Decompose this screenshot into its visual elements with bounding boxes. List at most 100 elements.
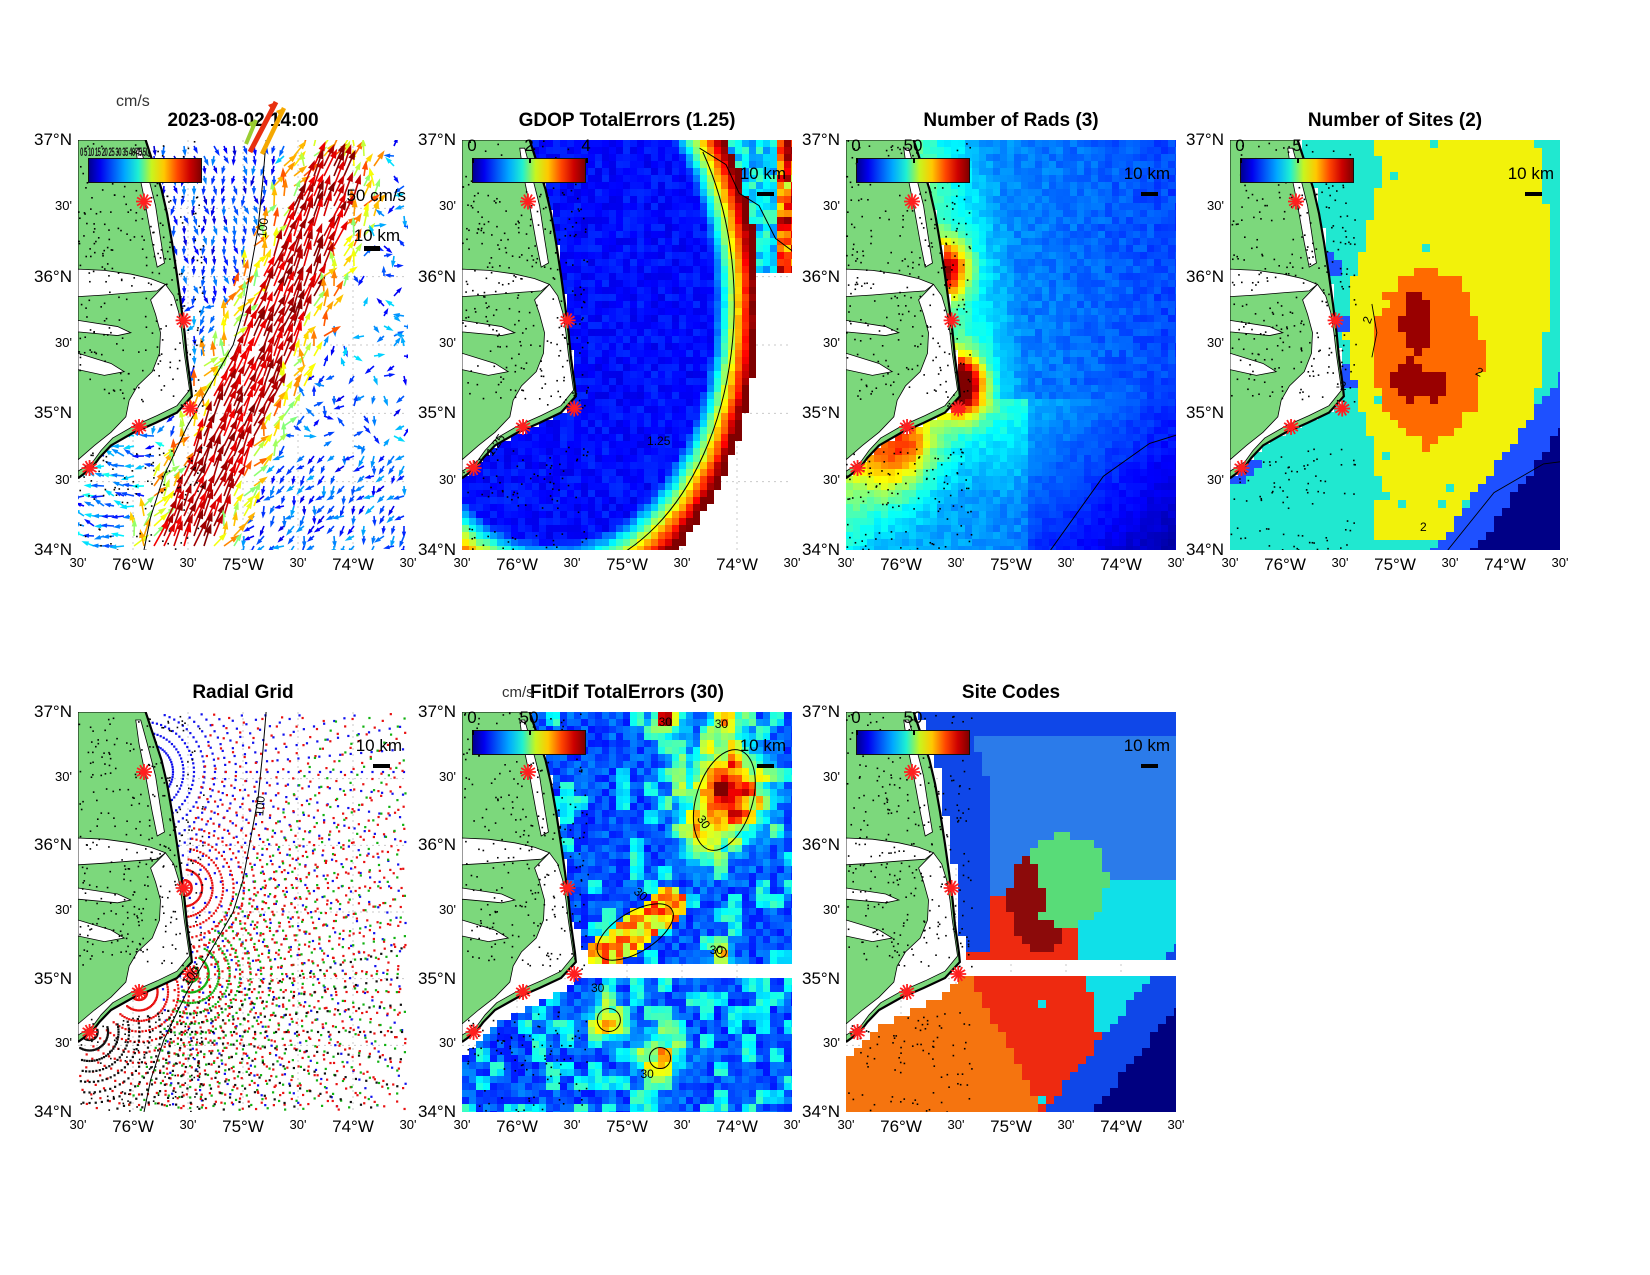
colorbar-tick-label: 0 [467,708,477,727]
map-panel-fitdif: FitDif TotalErrors (30) cm/s 10 km 0 50 37… [418,682,800,1136]
y-axis-label: 30' [439,198,456,214]
colorbar-tick-label: 5 [1292,136,1302,155]
contour-label: 30 [658,715,672,729]
colorbar-tick-label: 50 [903,136,923,155]
x-axis-label: 30' [1167,555,1185,570]
contour-label: 30 [590,981,605,995]
y-axis-label: 34°N [34,540,72,559]
x-axis-label: 76°W [496,555,538,574]
y-axis-label: 35°N [34,968,72,988]
y-axis-label: 30' [55,335,72,350]
x-axis-label: 30' [783,1117,801,1132]
scale-bar-label: 10 km [739,736,786,755]
y-axis-label: 37°N [802,130,840,149]
map-panel-radial-grid: Radial Grid 10 km 37°N 30' 36°N 30' 35°N 30' 3… [34,682,416,1136]
y-axis-label: 30' [439,1035,456,1051]
x-axis-label: 75°W [222,555,264,574]
panel-title: Radial Grid [192,682,294,703]
contour-label: 30 [714,717,729,731]
x-axis-label: 75°W [990,1117,1032,1136]
colorbar-tick-label: 0 [851,708,861,727]
x-axis-label: 74°W [716,1117,758,1136]
y-axis-label: 34°N [802,1102,840,1121]
x-axis-label: 30' [1057,1117,1075,1132]
y-axis-label: 34°N [34,1102,72,1121]
scale-bar [373,764,390,768]
colorbar-tick-label: 4 [581,136,591,155]
reference-current-arrows [244,100,287,155]
x-axis-label: 74°W [1100,1117,1142,1136]
scale-bar-label: 10 km [355,736,402,755]
x-axis-label: 74°W [332,555,374,574]
map-canvas [846,712,1176,1112]
panel-title: Number of Sites (2) [1307,110,1483,131]
x-axis-label: 30' [1221,555,1239,570]
x-axis-label: 76°W [1264,555,1306,574]
panel-title: GDOP TotalErrors (1.25) [518,110,736,131]
x-axis-label: 76°W [496,1117,538,1136]
scale-bar [1141,192,1158,196]
map-panel-gdop: GDOP TotalErrors (1.25) 10 km 0 2 4 37°N 30'… [418,110,800,574]
panel-title: Number of Rads (3) [923,110,1099,131]
y-axis-label: 30' [439,335,456,350]
x-axis-label: 75°W [222,1117,264,1136]
map-canvas [462,140,792,550]
x-axis-label: 74°W [332,1117,374,1136]
colorbar [88,158,202,183]
colorbar-units-label: cm/s [116,93,150,110]
map-canvas [78,712,408,1112]
contour-label: 30 [709,943,724,957]
y-axis-label: 30' [1207,471,1224,487]
y-axis-label: 30' [439,768,456,784]
x-axis-label: 30' [289,555,307,570]
x-axis-label: 30' [837,555,855,570]
y-axis-label: 35°N [802,968,840,988]
x-axis-label: 30' [1551,555,1569,570]
y-axis-label: 37°N [34,130,72,149]
colorbar-tick-mark [856,730,858,735]
scale-bar-label: 10 km [739,164,786,183]
y-axis-label: 35°N [418,968,456,988]
y-axis-label: 34°N [802,540,840,559]
x-axis-label: 30' [673,555,691,570]
colorbar-tick-label: 50 [519,708,539,727]
y-axis-label: 30' [439,471,456,487]
x-axis-label: 30' [673,1117,691,1132]
colorbar-overlapping-ticks: 0 5 10 15 20 25 30 35 40 45 50 [80,145,149,159]
x-axis-label: 30' [947,555,965,570]
y-axis-label: 30' [55,902,72,917]
scale-bar [757,764,774,768]
scale-bar-label: 10 km [353,226,400,245]
y-axis-label: 36°N [34,835,72,855]
panel-title: 2023-08-02 14:00 [167,110,319,131]
panel-title: FitDif TotalErrors (30) [530,682,724,703]
scale-bar-label: 10 km [1123,164,1170,183]
y-axis-label: 37°N [802,702,840,721]
y-axis-label: 35°N [34,403,72,423]
y-axis-label: 30' [55,1035,72,1051]
scale-bar [757,192,774,196]
colorbar-units-label: cm/s [502,684,534,701]
map-panel-num-rads: Number of Rads (3) 10 km 0 50 37°N 30' 36°N 3… [802,110,1184,574]
contour-label: 2 [1420,520,1427,535]
map-panel-site-codes: Site Codes 10 km 0 50 37°N 30' 36°N 30' 35°N 30… [802,682,1184,1136]
scale-bar-label: 10 km [1507,164,1554,183]
y-axis-label: 30' [55,768,72,784]
y-axis-label: 34°N [418,540,456,559]
y-axis-label: 34°N [418,1102,456,1121]
colorbar-tick-mark [529,158,531,163]
contour-label: 100 [254,217,272,239]
y-axis-label: 36°N [418,266,456,286]
y-axis-label: 35°N [1186,403,1224,423]
y-axis-label: 37°N [34,702,72,721]
x-axis-label: 74°W [1484,555,1526,574]
y-axis-label: 30' [823,471,840,487]
x-axis-label: 30' [399,1117,417,1132]
x-axis-label: 30' [947,1117,965,1132]
x-axis-label: 76°W [112,1117,154,1136]
y-axis-label: 36°N [802,835,840,855]
map-canvas [462,712,792,1112]
x-axis-label: 30' [69,1117,87,1132]
colorbar-tick-label: 0 [467,136,477,155]
map-canvas [78,140,408,550]
